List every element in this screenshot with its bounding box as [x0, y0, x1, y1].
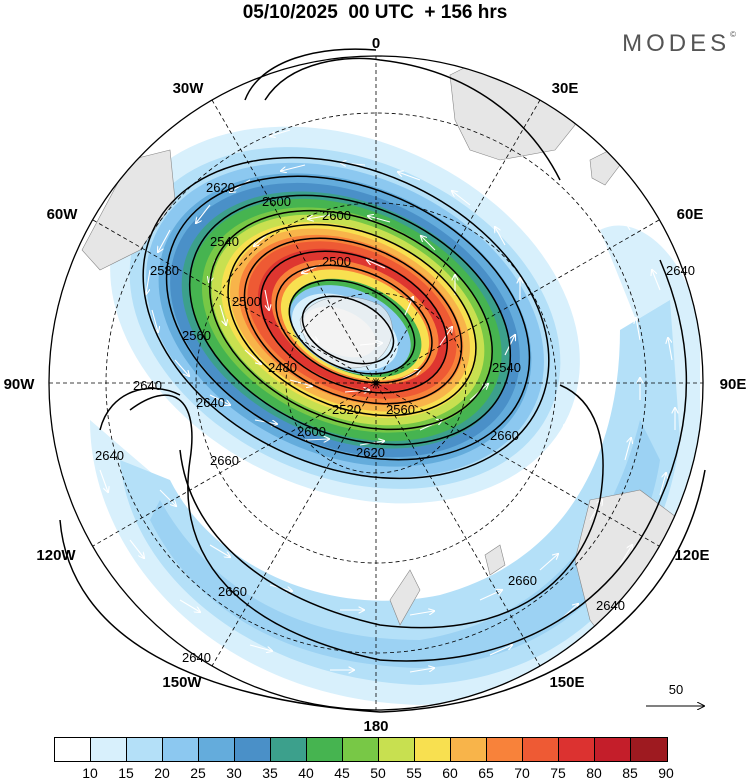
contour-label: 2640 — [596, 598, 625, 613]
contour-label: 2600 — [297, 424, 326, 439]
colorbar-tick: 15 — [118, 765, 134, 781]
colorbar-tick: 70 — [514, 765, 530, 781]
contour-labels: 2620 2600 2600 2580 2540 2500 2500 2480 … — [95, 180, 695, 665]
colorbar-tick: 30 — [226, 765, 242, 781]
colorbar-swatch — [307, 738, 343, 761]
colorbar-swatch — [487, 738, 523, 761]
brand-name: MODES — [622, 30, 731, 57]
longitude-labels: 0 30E 60E 90E 120E 150E 180 150W 120W 90… — [4, 35, 747, 735]
colorbar-swatch — [379, 738, 415, 761]
colorbar-swatch — [595, 738, 631, 761]
globe-outline — [48, 55, 704, 711]
contour-label: 2560 — [386, 402, 415, 417]
outer-jet-core — [120, 300, 680, 685]
colorbar-swatch — [271, 738, 307, 761]
colorbar-tick: 45 — [334, 765, 350, 781]
colorbar-tick: 35 — [262, 765, 278, 781]
lon-label-30e: 30E — [552, 80, 579, 97]
contour-label: 2620 — [356, 445, 385, 460]
colorbar-swatch — [343, 738, 379, 761]
lon-label-60w: 60W — [47, 206, 79, 223]
colorbar-tick: 55 — [406, 765, 422, 781]
colorbar-swatch — [415, 738, 451, 761]
contour-label: 2640 — [95, 448, 124, 463]
contour-label: 2660 — [218, 584, 247, 599]
contour-label: 2560 — [182, 328, 211, 343]
lon-label-120e: 120E — [674, 547, 709, 564]
contour-label: 2540 — [492, 360, 521, 375]
lon-label-60e: 60E — [677, 206, 704, 223]
height-contours — [59, 48, 706, 713]
polar-map: 2620 2600 2600 2580 2540 2500 2500 2480 … — [4, 35, 747, 735]
graticule — [49, 56, 703, 710]
colorbar-swatch — [55, 738, 91, 761]
lon-label-90w: 90W — [4, 376, 36, 393]
colorbar-tick: 80 — [586, 765, 602, 781]
lon-label-90e: 90E — [720, 376, 747, 393]
contour-label: 2660 — [210, 453, 239, 468]
colorbar-tick: 10 — [82, 765, 98, 781]
contour-label: 2660 — [490, 428, 519, 443]
colorbar-tick: 40 — [298, 765, 314, 781]
contour-label: 2520 — [332, 402, 361, 417]
contour-label: 2580 — [150, 263, 179, 278]
colorbar-tick: 60 — [442, 765, 458, 781]
lon-label-120w: 120W — [36, 547, 76, 564]
colorbar-tick: 90 — [658, 765, 674, 781]
colorbar-tick: 25 — [190, 765, 206, 781]
colorbar — [54, 737, 668, 762]
contour-label: 2640 — [133, 378, 162, 393]
contour-label: 2500 — [322, 254, 351, 269]
lon-label-180: 180 — [363, 718, 388, 735]
contour-label: 2620 — [206, 180, 235, 195]
colorbar-swatch — [199, 738, 235, 761]
contour-label: 2600 — [322, 208, 351, 223]
colorbar-tick: 65 — [478, 765, 494, 781]
lon-label-150w: 150W — [162, 674, 202, 691]
contour-label: 2500 — [232, 294, 261, 309]
colorbar-swatch — [559, 738, 595, 761]
contour-label: 2600 — [262, 194, 291, 209]
colorbar-swatch — [235, 738, 271, 761]
contour-label: 2540 — [210, 234, 239, 249]
colorbar-swatch — [127, 738, 163, 761]
lon-label-0: 0 — [372, 35, 380, 52]
colorbar-tick: 85 — [622, 765, 638, 781]
contour-label: 2660 — [508, 573, 537, 588]
colorbar-swatch — [163, 738, 199, 761]
colorbar-swatch — [631, 738, 667, 761]
outer-jet-inner — [150, 420, 660, 668]
contour-label: 2480 — [268, 360, 297, 375]
lon-label-150e: 150E — [549, 674, 584, 691]
contour-label: 2640 — [666, 263, 695, 278]
colorbar-tick: 75 — [550, 765, 566, 781]
colorbar-tick: 20 — [154, 765, 170, 781]
reference-vector-label: 50 — [669, 682, 683, 697]
south-pole-marker — [373, 380, 379, 386]
colorbar-swatch — [523, 738, 559, 761]
colorbar-tick: 50 — [370, 765, 386, 781]
colorbar-tick-labels: 10 15 20 25 30 35 40 45 50 55 60 65 70 75 80 85 90 — [54, 765, 704, 781]
modes-logo: MODES© — [622, 30, 736, 58]
new-zealand-land — [389, 544, 506, 626]
map-title: 05/10/2025 00 UTC + 156 hrs — [242, 2, 508, 23]
colorbar-swatch — [91, 738, 127, 761]
copyright-mark: © — [730, 30, 736, 39]
lon-label-30w: 30W — [173, 80, 205, 97]
colorbar-swatch — [451, 738, 487, 761]
contour-label: 2640 — [196, 395, 225, 410]
